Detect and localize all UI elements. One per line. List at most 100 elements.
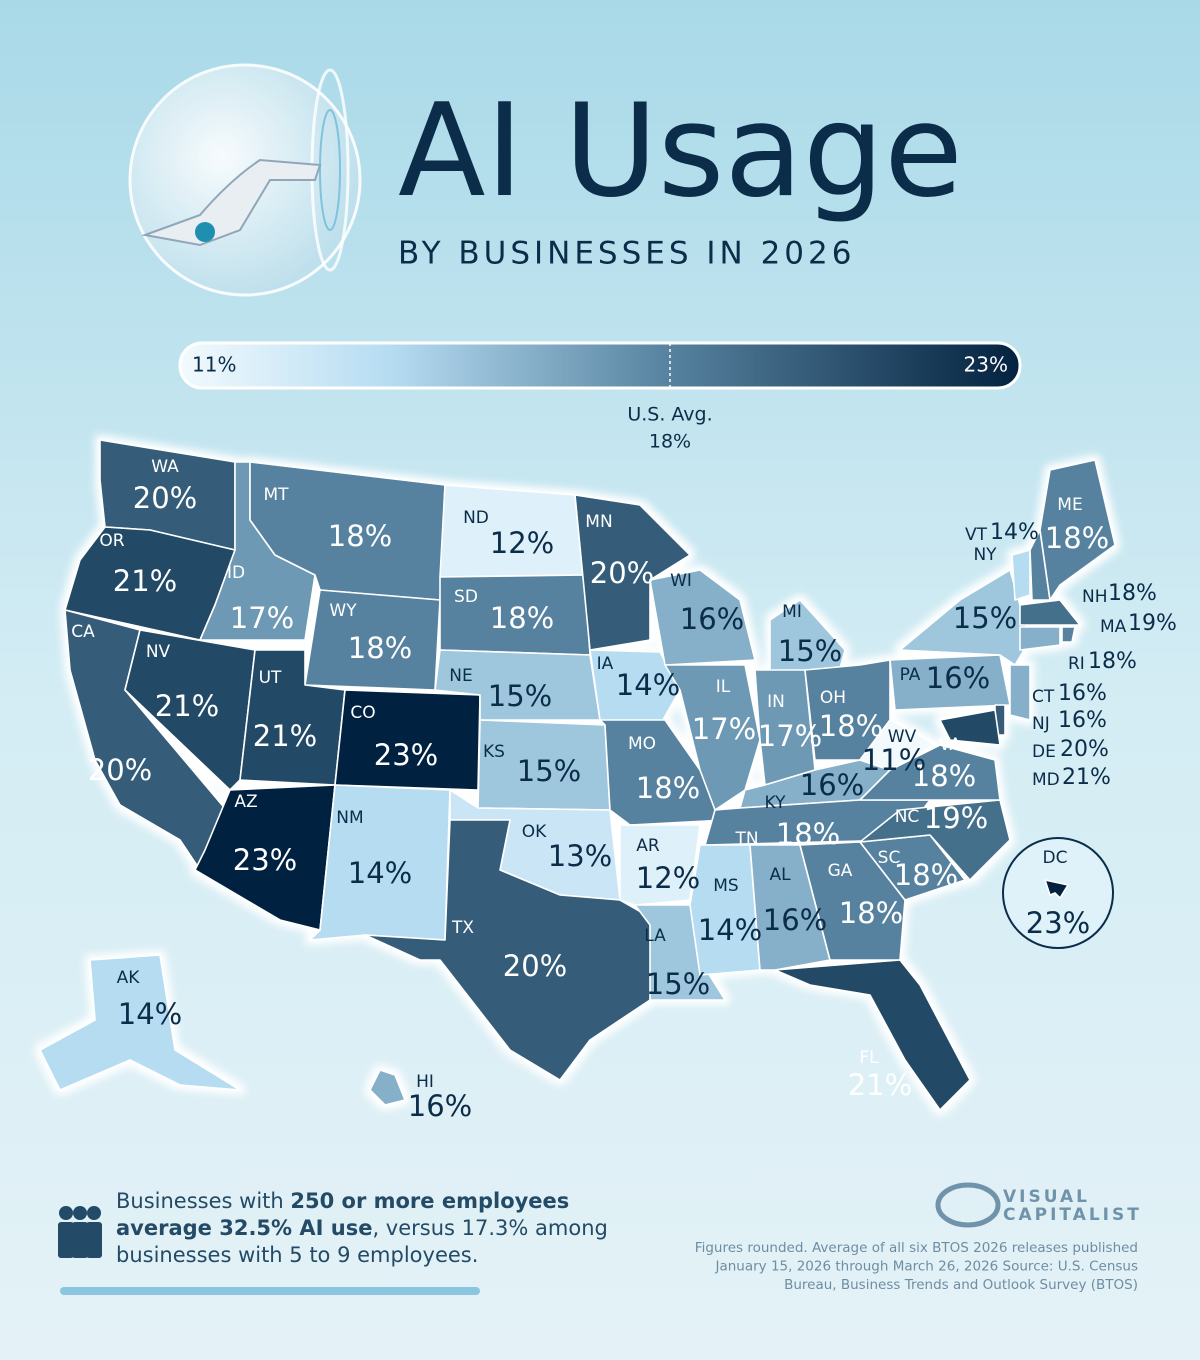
- state-value-label: 12%: [490, 526, 554, 560]
- state-abbr: MS: [713, 876, 738, 896]
- logo-mark: [935, 1182, 1001, 1228]
- state-abbr: HI: [416, 1072, 434, 1092]
- state-value-label: 21%: [113, 564, 177, 598]
- people-icon: [58, 1206, 102, 1258]
- note-segment: businesses with 5 to 9 employees.: [116, 1243, 478, 1267]
- state-abbr: IN: [767, 692, 785, 712]
- state-shape: [1009, 664, 1031, 721]
- state-value-label: 23%: [233, 843, 297, 877]
- note-segment: average 32.5% AI use: [116, 1216, 372, 1240]
- state-abbr: NH: [1082, 587, 1108, 607]
- state-value-label: 14%: [616, 668, 680, 702]
- state-shape: [1019, 626, 1061, 651]
- state-abbr: PA: [900, 665, 921, 685]
- state-value-label: 17%: [758, 719, 822, 753]
- state-abbr: ME: [1057, 495, 1082, 515]
- state-value-label: 13%: [548, 839, 612, 873]
- dc-inset-content: DC 23%: [1026, 848, 1090, 940]
- state-value-label: 18%: [819, 709, 883, 743]
- note-line: businesses with 5 to 9 employees.: [116, 1243, 478, 1267]
- title: AI Usage: [398, 77, 963, 226]
- state-value-label: 14%: [990, 520, 1039, 545]
- legend-min-label: 11%: [192, 353, 236, 377]
- state-value-label: 17%: [230, 601, 294, 635]
- state-abbr: OR: [99, 531, 124, 551]
- state-value-label: 18%: [1045, 521, 1109, 555]
- state-value-label: 21%: [848, 1068, 912, 1102]
- state-abbr: AK: [117, 968, 141, 988]
- state-value-label: 12%: [636, 861, 700, 895]
- state-shape: [859, 744, 1001, 801]
- state-abbr: MI: [782, 602, 802, 622]
- state-abbr: OH: [820, 688, 846, 708]
- source-line: Bureau, Business Trends and Outlook Surv…: [784, 1277, 1138, 1293]
- state-value-label: 20%: [590, 556, 654, 590]
- state-shape: [124, 629, 256, 791]
- note-line: Businesses with 250 or more employees: [116, 1189, 569, 1213]
- state-value-label: 16%: [408, 1089, 472, 1123]
- note-line: average 32.5% AI use, versus 17.3% among: [116, 1216, 608, 1240]
- state-abbr: OK: [522, 822, 547, 842]
- state-abbr: SC: [878, 848, 901, 868]
- note: Businesses with 250 or more employees ave…: [116, 1189, 608, 1267]
- state-value-label: 15%: [646, 967, 710, 1001]
- state-value-label: 16%: [763, 903, 827, 937]
- state-abbr: WY: [329, 601, 357, 621]
- state-value-label: 16%: [680, 602, 744, 636]
- state-abbr: CA: [71, 622, 95, 642]
- state-abbr: NV: [146, 642, 171, 662]
- state-shape: [369, 1069, 406, 1106]
- state-abbr: KS: [483, 742, 505, 762]
- state-value-label: 18%: [894, 858, 958, 892]
- state-abbr: AL: [769, 865, 791, 885]
- note-underline: [60, 1287, 480, 1295]
- state-shape: [749, 844, 831, 971]
- state-value-label: 18%: [328, 519, 392, 553]
- state-value-label: 18%: [912, 759, 976, 793]
- state-value-label: 20%: [503, 949, 567, 983]
- average-value-label: 18%: [649, 431, 691, 453]
- state-abbr: WV: [888, 727, 917, 747]
- state-shape: [689, 844, 761, 976]
- map-labels: WA 20% OR 21% CA 20% NV 21% ID 17% MT 18% WY 18% UT 21%…: [71, 457, 1177, 1123]
- state-shape: [1039, 459, 1116, 601]
- state-abbr: MA: [1100, 617, 1127, 637]
- state-abbr: AR: [636, 836, 660, 856]
- state-value-label: 19%: [1128, 611, 1177, 636]
- state-shape: [1061, 626, 1076, 643]
- state-shape: [664, 664, 761, 811]
- state-value-label: 23%: [374, 738, 438, 772]
- state-abbr: TX: [451, 918, 474, 938]
- state-value-label: 14%: [698, 913, 762, 947]
- state-abbr: IL: [716, 677, 731, 697]
- state-abbr: MT: [263, 485, 289, 505]
- state-value-label: 19%: [924, 801, 988, 835]
- state-abbr: IA: [597, 654, 614, 674]
- state-shape: [774, 959, 971, 1111]
- state-abbr: SD: [454, 587, 478, 607]
- state-abbr: MN: [585, 512, 612, 532]
- state-value-label: 18%: [1108, 581, 1157, 606]
- state-abbr: UT: [259, 668, 282, 688]
- state-abbr: CO: [350, 703, 375, 723]
- state-shape: [859, 799, 1011, 881]
- state-abbr: ID: [227, 563, 245, 583]
- logo-text: CAPITALIST: [1003, 1205, 1142, 1225]
- state-abbr: GA: [828, 861, 853, 881]
- average-label: U.S. Avg.: [627, 404, 712, 426]
- note-segment: Businesses with: [116, 1189, 290, 1213]
- subtitle: BY BUSINESSES IN 2026: [398, 236, 855, 272]
- state-abbr: FL: [859, 1048, 879, 1068]
- state-abbr: AZ: [234, 792, 257, 812]
- state-shape: [939, 709, 1001, 746]
- state-abbr: VT: [965, 525, 988, 545]
- state-value-label: 15%: [778, 634, 842, 668]
- state-abbr: NC: [895, 807, 920, 827]
- orb-illustration: [128, 63, 362, 297]
- state-abbr: DE: [1032, 742, 1056, 762]
- state-value-label: 16%: [1058, 681, 1107, 706]
- state-shape: [1044, 879, 1069, 899]
- state-value-label: 15%: [517, 754, 581, 788]
- state-value-label: 21%: [253, 719, 317, 753]
